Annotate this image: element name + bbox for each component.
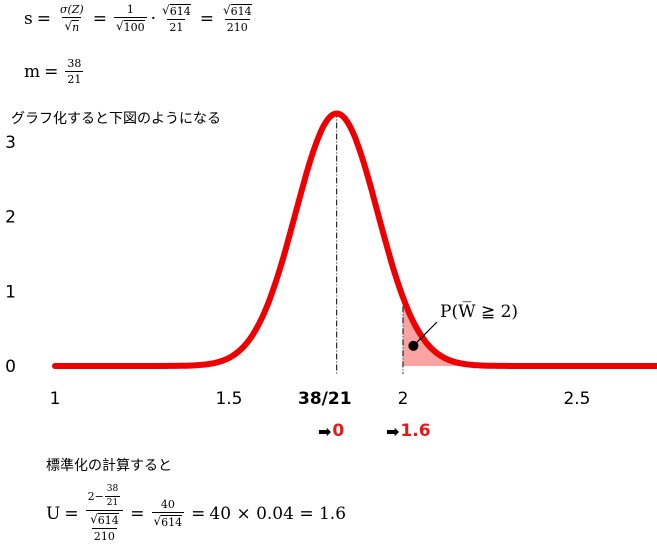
formula-m-lhs: m bbox=[24, 61, 41, 82]
formula-m: m = 38 21 bbox=[24, 57, 84, 86]
caption-standardize: 標準化の計算すると bbox=[46, 458, 172, 474]
probability-annotation: P(W̅ ≧ 2) bbox=[440, 302, 519, 322]
x-tick-label-1: 1 bbox=[50, 389, 61, 409]
x-tick-label-2.5: 2.5 bbox=[563, 389, 590, 409]
normal-distribution-chart: 0 1 2 3 1 1.5 2 2.5 bbox=[5, 110, 657, 409]
density-curve bbox=[52, 110, 657, 369]
shaded-tail-area bbox=[402, 297, 657, 366]
fraction-standardization: 2 − 38 21 √ 614 210 bbox=[86, 485, 124, 542]
arrow-tag-zero: ➡ 0 bbox=[318, 421, 344, 441]
mean-marker-label: 38/21 bbox=[298, 389, 352, 409]
formula-u: U = 2 − 38 21 √ 614 210 = 40 √ 614 = 40 × … bbox=[46, 484, 347, 543]
x-tick-label-1.5: 1.5 bbox=[215, 389, 242, 409]
arrow-tag-one-point-six: ➡ 1.6 bbox=[386, 421, 431, 441]
arrow-right-icon: ➡ bbox=[386, 421, 400, 441]
y-tick-label-0: 0 bbox=[5, 357, 16, 377]
y-tick-label-2: 2 bbox=[5, 208, 16, 228]
annotation-leader-line bbox=[412, 321, 438, 347]
formula-u-result: 40 × 0.04 = 1.6 bbox=[209, 503, 347, 524]
fraction-40-over-sqrt-614: 40 √ 614 bbox=[151, 498, 185, 529]
caption-graph: グラフ化すると下図のようになる bbox=[11, 111, 221, 127]
formula-u-lhs: U bbox=[46, 503, 61, 524]
annotation-point bbox=[408, 340, 419, 351]
y-tick-label-1: 1 bbox=[5, 282, 16, 302]
formula-s-lhs: s bbox=[24, 8, 33, 29]
arrow-right-icon: ➡ bbox=[318, 421, 332, 441]
standardized-mean-value: 0 bbox=[332, 421, 345, 441]
fraction-sqrt-614-over-21: √ 614 21 bbox=[162, 3, 191, 34]
fraction-1-over-sqrt-100: 1 √ 100 bbox=[113, 3, 147, 34]
fraction-sigma-over-sqrt-n: σ(Z) √ n bbox=[59, 3, 84, 34]
standardized-bound-value: 1.6 bbox=[400, 421, 431, 441]
formula-s: s = σ(Z) √ n = 1 √ 100 · √ 614 21 = √ 614 21… bbox=[24, 3, 252, 34]
fraction-38-over-21: 38 21 bbox=[65, 57, 84, 86]
fraction-sqrt-614-over-210: √ 614 210 bbox=[222, 3, 252, 34]
y-tick-label-3: 3 bbox=[5, 133, 16, 153]
x-tick-label-2: 2 bbox=[398, 389, 409, 409]
